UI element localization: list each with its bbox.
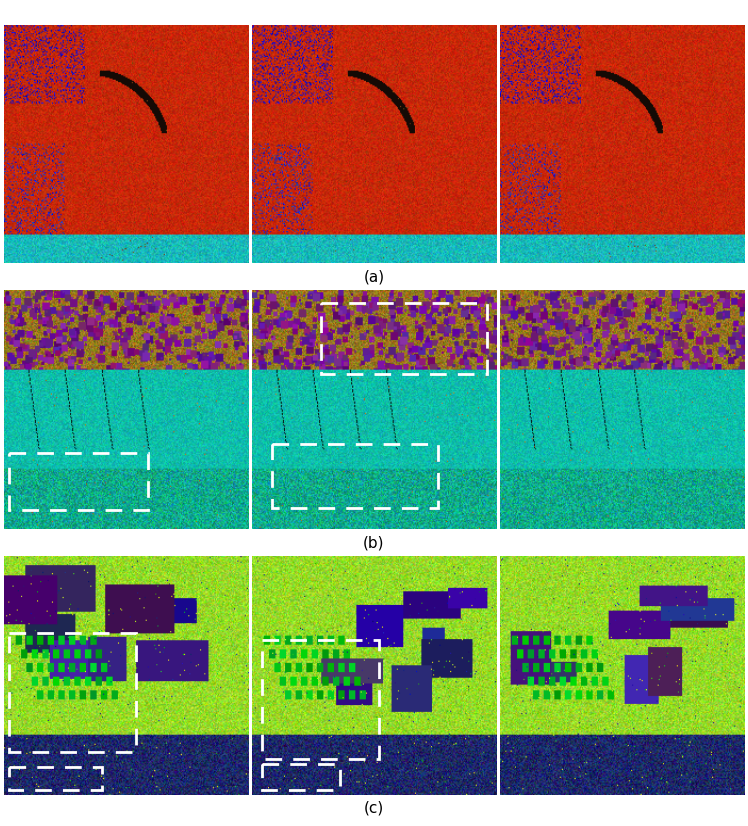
Bar: [272, 444, 438, 508]
Bar: [321, 303, 487, 374]
Text: (b): (b): [364, 535, 384, 550]
Bar: [9, 767, 102, 790]
Text: (a): (a): [364, 269, 384, 284]
Bar: [262, 764, 340, 790]
Bar: [9, 453, 148, 510]
Bar: [262, 640, 379, 759]
Text: (c): (c): [364, 800, 384, 816]
Bar: [9, 633, 136, 752]
